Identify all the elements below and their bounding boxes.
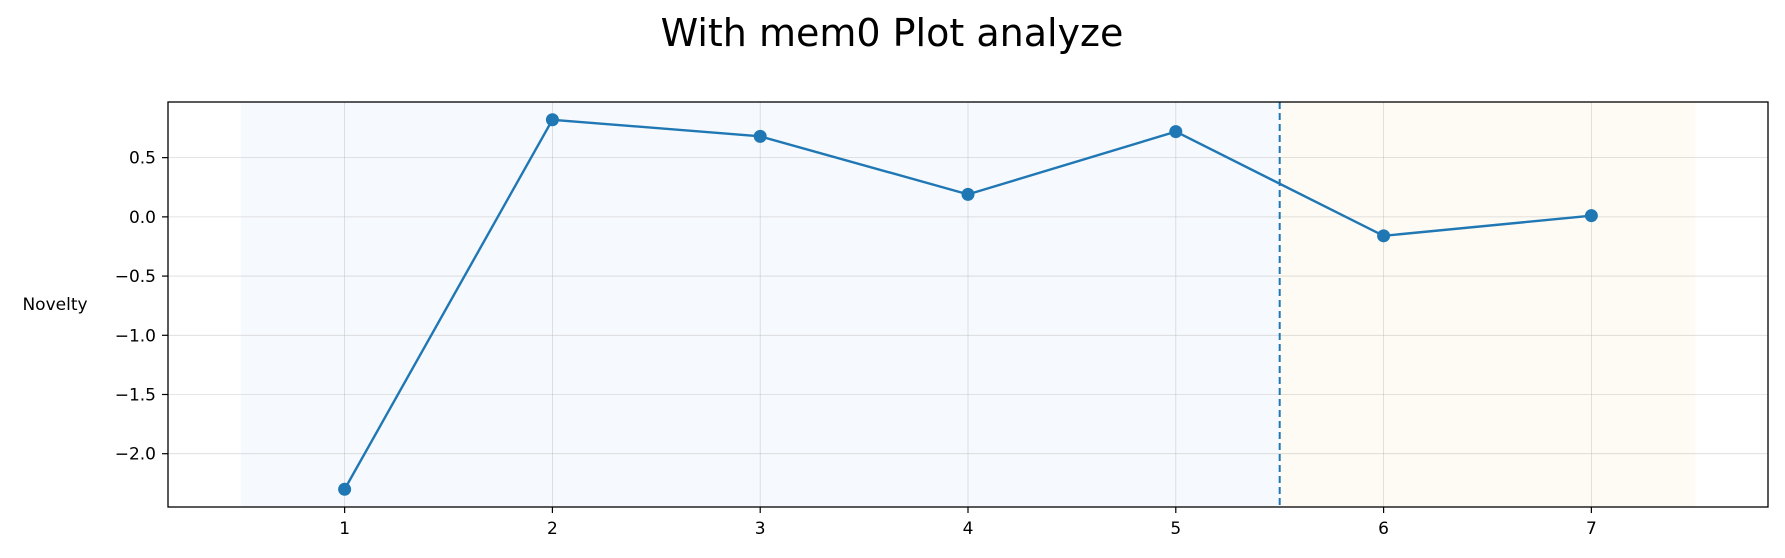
y-tick-label-2: −1.5 [115, 386, 156, 406]
x-tick-label-3: 3 [755, 519, 766, 539]
y-tick-label-5: 0.0 [129, 208, 156, 228]
x-tick-label-6: 6 [1378, 519, 1389, 539]
shaded-regions [240, 102, 1696, 507]
series-group [338, 113, 1598, 496]
x-tick-label-2: 2 [547, 519, 558, 539]
y-axis-label: Novelty [22, 295, 87, 315]
data-point-3 [753, 129, 767, 143]
data-point-6 [1377, 229, 1391, 243]
x-tick-label-7: 7 [1586, 519, 1597, 539]
grid [168, 102, 1768, 507]
y-tick-label-6: 0.5 [129, 149, 156, 169]
x-axis: 1 2 3 4 5 6 7 [339, 507, 1597, 539]
shaded-region-2 [1279, 102, 1696, 507]
data-point-1 [338, 482, 352, 496]
x-tick-label-4: 4 [963, 519, 974, 539]
data-point-7 [1584, 209, 1598, 223]
x-tick-label-5: 5 [1170, 519, 1181, 539]
data-point-2 [545, 113, 559, 127]
data-point-5 [1169, 125, 1183, 139]
y-tick-label-4: −0.5 [115, 267, 156, 287]
y-tick-label-3: −1.0 [115, 326, 156, 346]
y-tick-label-1: −2.0 [115, 445, 156, 465]
y-axis: −2.0 −1.5 −1.0 −0.5 0.0 0.5 [115, 149, 168, 465]
x-tick-label-1: 1 [339, 519, 350, 539]
chart-title: With mem0 Plot analyze [661, 11, 1124, 55]
shaded-region-1 [240, 102, 1280, 507]
data-point-4 [961, 187, 975, 201]
